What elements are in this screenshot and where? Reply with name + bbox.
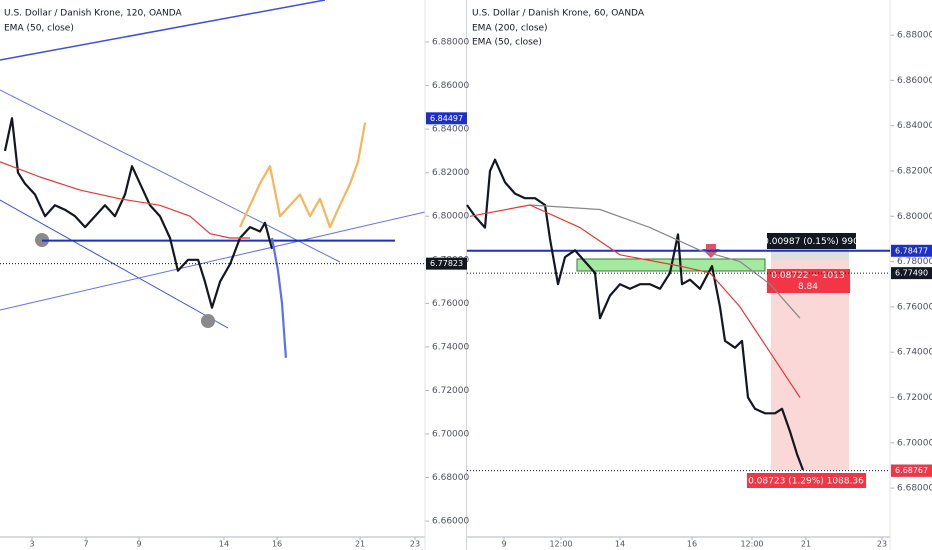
pivot-marker xyxy=(201,314,215,328)
x-tick-label: 7 xyxy=(83,540,88,549)
x-tick-label: 9 xyxy=(501,540,506,549)
x-tick-label: 16 xyxy=(687,540,697,549)
y-tick-label: 6.84000 xyxy=(897,121,932,131)
chart-title: U.S. Dollar / Danish Krone, 60, OANDA xyxy=(472,9,645,19)
y-tick-label: 6.82000 xyxy=(432,168,469,178)
measure-box xyxy=(747,473,866,488)
x-tick-label: 21 xyxy=(355,540,365,549)
y-tick-label: 6.86000 xyxy=(897,76,932,86)
price-label-box xyxy=(891,267,932,280)
price-label-box xyxy=(426,257,467,270)
y-tick-label: 6.76000 xyxy=(897,302,932,312)
y-tick-label: 6.74000 xyxy=(897,348,932,358)
y-tick-label: 6.68000 xyxy=(897,484,932,494)
ema-line xyxy=(469,204,801,398)
price-label: 6.77490 xyxy=(895,269,928,278)
y-tick-label: 6.84000 xyxy=(432,125,469,135)
measure-label: 0.00987 (0.15%) 990 xyxy=(763,237,859,247)
y-tick-label: 6.68000 xyxy=(432,473,469,483)
trendline xyxy=(0,0,326,61)
y-tick-label: 6.76000 xyxy=(432,299,469,309)
y-tick-label: 6.70000 xyxy=(432,429,469,439)
indicator-label: EMA (50, close) xyxy=(4,24,74,34)
measure-label: 8.84 xyxy=(798,282,818,292)
ema-line xyxy=(0,161,250,239)
y-tick-label: 6.88000 xyxy=(897,31,932,41)
measure-label: 0.08723 (1.29%) 1088.36 xyxy=(748,477,864,487)
y-tick-label: 6.72000 xyxy=(432,386,469,396)
price-label-box xyxy=(426,112,467,125)
x-tick-label: 21 xyxy=(801,540,811,549)
price-line xyxy=(239,122,367,229)
x-tick-label: 9 xyxy=(137,540,142,549)
price-label: 6.68767 xyxy=(895,466,928,475)
measure-label: 0.08722 ~ 1013 xyxy=(771,271,844,281)
x-tick-label: 12:00 xyxy=(740,540,763,549)
x-tick-label: 23 xyxy=(410,540,420,549)
indicator-label: EMA (50, close) xyxy=(472,38,542,48)
indicator-label: EMA (200, close) xyxy=(472,24,548,34)
price-label-box xyxy=(891,464,932,477)
x-tick-label: 14 xyxy=(615,540,625,549)
price-line xyxy=(270,237,287,358)
y-tick-label: 6.82000 xyxy=(897,166,932,176)
price-label: 6.78477 xyxy=(895,246,928,255)
y-tick-label: 6.66000 xyxy=(432,517,469,527)
y-tick-label: 6.88000 xyxy=(432,38,469,48)
y-tick-label: 6.72000 xyxy=(897,393,932,403)
y-tick-label: 6.70000 xyxy=(897,438,932,448)
loss-zone xyxy=(771,260,849,470)
price-line xyxy=(3,117,274,309)
measure-box xyxy=(767,233,856,249)
price-label: 6.84497 xyxy=(430,114,463,123)
y-tick-label: 6.74000 xyxy=(432,342,469,352)
chart-title: U.S. Dollar / Danish Krone, 120, OANDA xyxy=(4,9,183,19)
price-label: 6.77823 xyxy=(430,259,463,268)
y-tick-label: 6.80000 xyxy=(897,212,932,222)
y-tick-label: 6.78000 xyxy=(897,257,932,267)
y-tick-label: 6.86000 xyxy=(432,81,469,91)
x-tick-label: 16 xyxy=(272,540,282,549)
x-tick-label: 14 xyxy=(219,540,229,549)
price-line xyxy=(466,158,805,471)
x-tick-label: 12:00 xyxy=(549,540,572,549)
price-label-box xyxy=(891,244,932,257)
x-tick-label: 23 xyxy=(877,540,887,549)
trendline xyxy=(0,211,426,311)
ema-line xyxy=(529,204,801,319)
trendline xyxy=(0,89,341,263)
x-tick-label: 3 xyxy=(29,540,34,549)
y-tick-label: 6.80000 xyxy=(432,212,469,222)
